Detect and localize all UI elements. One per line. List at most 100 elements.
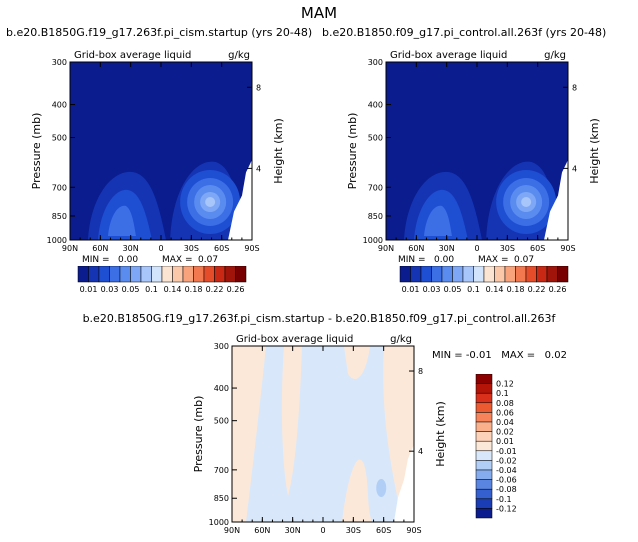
cb2-swatch xyxy=(494,266,506,283)
cb1-label: 0.14 xyxy=(164,285,182,294)
plot2-ytick-label: 500 xyxy=(368,134,383,143)
cb2-swatch xyxy=(410,266,422,283)
cb2-label: 0.03 xyxy=(423,285,441,294)
cb3-label: -0.02 xyxy=(496,456,517,465)
cb1-swatch xyxy=(98,266,110,283)
plot1-ylabel: Pressure (mb) xyxy=(30,113,43,190)
plot3-ytick-label: 400 xyxy=(214,384,229,393)
plot3-xtick-label: 30S xyxy=(346,526,361,535)
cb2-label: 0.18 xyxy=(507,285,525,294)
cb1-swatch xyxy=(161,266,173,283)
plot3-contour-pos xyxy=(281,346,302,496)
cb3-swatch xyxy=(475,374,493,384)
cb2-swatch xyxy=(431,266,443,283)
cb2-label: 0.01 xyxy=(402,285,420,294)
plot2-colorbar: 0.01 0.03 0.05 0.1 0.14 0.18 0.22 0.26 xyxy=(399,266,569,294)
cb3-label: 0.08 xyxy=(496,399,514,408)
plot1-max-label: MAX = xyxy=(162,255,193,262)
cb1-swatch xyxy=(151,266,163,283)
plot1-contour-sh6 xyxy=(205,197,216,207)
plot1-xtick-label: 60N xyxy=(92,244,108,253)
plot1-colorbar: 0.01 0.03 0.05 0.1 0.14 0.18 0.22 0.26 xyxy=(77,266,247,294)
plot3-contour-pos xyxy=(232,346,266,522)
cb2-swatch xyxy=(452,266,464,283)
plot2-ylabel-right: Height (km) xyxy=(588,118,601,184)
plot3-ytick-label: 300 xyxy=(214,342,229,351)
plot2-contour-sh6 xyxy=(521,197,532,207)
cb3-swatch xyxy=(475,421,493,432)
plot1-ytick-label: 700 xyxy=(52,183,67,192)
plot2-max-value: 0.07 xyxy=(514,255,534,262)
plot3-ytick-right-label: 4 xyxy=(418,447,423,456)
cb1-swatch xyxy=(235,266,247,283)
plot2-terrain-mask xyxy=(544,159,568,240)
cb2-label: 0.26 xyxy=(549,285,567,294)
plot1-min-value: 0.00 xyxy=(118,255,138,262)
plot2-ytick-label: 850 xyxy=(368,212,383,221)
cb1-swatch xyxy=(224,266,236,283)
plot1-chart: Grid-box average liquid g/kg 90N 60N 30N 0 30S… xyxy=(30,50,285,262)
plot1-units: g/kg xyxy=(228,50,250,61)
cb3-swatch xyxy=(475,450,493,461)
plot1-ylabel-right: Height (km) xyxy=(272,118,285,184)
cb1-swatch xyxy=(214,266,226,283)
cb2-label: 0.14 xyxy=(486,285,504,294)
plot2-ytick-label: 700 xyxy=(368,183,383,192)
cb1-swatch xyxy=(203,266,215,283)
plot3-xtick-label: 90S xyxy=(406,526,421,535)
plot2-units: g/kg xyxy=(544,50,566,61)
plot1-ytick-label: 1000 xyxy=(47,236,67,245)
cb3-swatch xyxy=(475,508,493,519)
plot3-units: g/kg xyxy=(390,334,412,345)
plot3-contour-pos xyxy=(342,459,372,522)
cb1-label: 0.22 xyxy=(206,285,224,294)
plot3-minmax: MIN = -0.01 MAX = 0.02 xyxy=(432,350,567,361)
plot2-contour-nh3 xyxy=(424,205,452,236)
cb2-label: 0.22 xyxy=(528,285,546,294)
cb3-swatch xyxy=(475,440,493,452)
plot2-xtick-label: 0 xyxy=(474,244,479,253)
plot1-xtick-label: 30S xyxy=(184,244,199,253)
cb2-label: 0.1 xyxy=(467,285,480,294)
cb2-swatch xyxy=(399,266,411,283)
cb1-swatch xyxy=(109,266,121,283)
plot3-ytick-label: 850 xyxy=(214,494,229,503)
plot2-subtitle: Grid-box average liquid xyxy=(390,50,507,61)
plot1-ytick-label: 400 xyxy=(52,101,67,110)
cb2-swatch xyxy=(420,266,432,283)
cb3-swatch xyxy=(475,460,493,471)
plot1-ytick-label: 850 xyxy=(52,212,67,221)
plot3-contour-pos xyxy=(389,406,406,493)
plot1-xtick-label: 30N xyxy=(123,244,139,253)
cb2-swatch xyxy=(441,266,453,283)
plot3-xtick-label: 60S xyxy=(376,526,391,535)
cb3-label: -0.04 xyxy=(496,466,517,475)
cb3-swatch xyxy=(475,412,493,423)
cb1-label: 0.1 xyxy=(145,285,158,294)
cb2-swatch xyxy=(536,266,548,283)
cb1-swatch xyxy=(119,266,131,283)
cb2-swatch xyxy=(483,266,495,283)
plot1-subtitle: Grid-box average liquid xyxy=(74,50,191,61)
cb2-swatch xyxy=(462,266,474,283)
cb3-label: 0.12 xyxy=(496,380,514,389)
plot2-xtick-label: 30S xyxy=(500,244,515,253)
plot1-xtick-label: 90N xyxy=(62,244,78,253)
cb1-swatch xyxy=(172,266,184,283)
plot2-ytick-right-label: 8 xyxy=(572,83,577,92)
plot3-contour-pos xyxy=(344,346,370,379)
plot1-xtick-label: 0 xyxy=(158,244,163,253)
page-title: MAM xyxy=(300,4,338,22)
plot2-min-value: 0.00 xyxy=(434,255,454,262)
cb2-label: 0.05 xyxy=(444,285,462,294)
cb3-swatch xyxy=(475,431,493,442)
cb3-swatch xyxy=(475,392,493,404)
plot2-ytick-label: 300 xyxy=(368,58,383,67)
plot1-min-label: MIN = xyxy=(82,255,110,262)
plot2-ytick-label: 400 xyxy=(368,101,383,110)
cb2-swatch xyxy=(557,266,569,283)
cb3-label: 0.1 xyxy=(496,389,509,398)
plot1-ytick-label: 500 xyxy=(52,134,67,143)
plot2-min-label: MIN = xyxy=(398,255,426,262)
cb2-swatch xyxy=(546,266,558,283)
